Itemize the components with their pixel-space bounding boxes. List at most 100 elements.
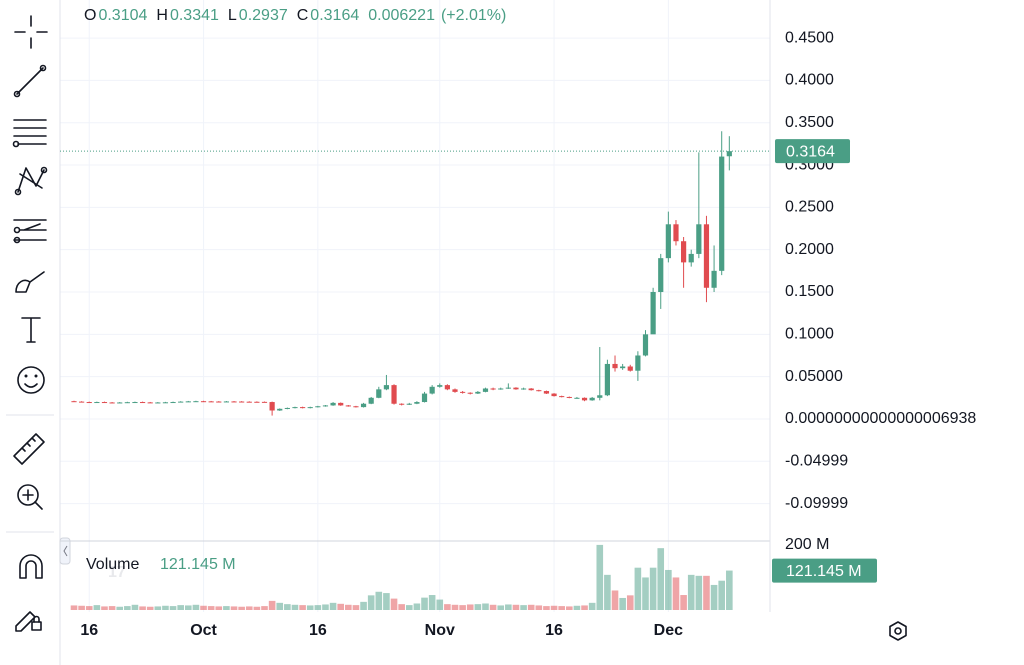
crosshair-tool[interactable]: [14, 15, 48, 49]
volume-bar: [428, 595, 436, 610]
candle-body: [452, 389, 458, 392]
volume-bar: [185, 605, 192, 610]
settings-icon[interactable]: [889, 621, 907, 641]
candle-body: [147, 402, 153, 404]
volume-bar: [459, 605, 466, 610]
candle-body: [612, 363, 618, 369]
ohlc-value: 0.3164: [310, 7, 359, 24]
volume-bar: [466, 604, 474, 610]
volume-bar: [619, 597, 626, 610]
candle-body: [79, 401, 85, 403]
candle-body: [315, 406, 321, 408]
volume-bar: [367, 595, 375, 610]
candle-body: [322, 405, 329, 407]
candle-body: [597, 395, 603, 398]
volume-bar: [657, 548, 665, 610]
volume-bar: [238, 606, 245, 610]
volume-bar: [124, 606, 131, 610]
y-tick-label: 0.2500: [785, 199, 834, 216]
candle-body: [200, 401, 207, 403]
y-tick-label: 0.1500: [785, 283, 834, 300]
volume-bar: [505, 604, 512, 610]
collapse-button[interactable]: [59, 537, 71, 565]
candle-body: [170, 402, 176, 404]
text-tool[interactable]: [21, 317, 41, 343]
x-tick-label: Dec: [654, 622, 683, 639]
volume-bar: [162, 605, 169, 610]
ohlc-letter: C: [297, 7, 309, 24]
candle-body: [231, 401, 237, 403]
candle-body: [650, 292, 656, 335]
candle-body: [658, 258, 664, 293]
volume-bar: [352, 605, 360, 610]
candle-body: [307, 407, 313, 409]
lock-draw-tool[interactable]: [15, 611, 42, 632]
candle-body: [414, 402, 420, 404]
ohlc-letter: O: [84, 7, 96, 24]
candle-body: [353, 406, 359, 408]
emoji-tool[interactable]: [17, 366, 45, 394]
volume-bar: [398, 604, 405, 610]
volume-bar: [634, 567, 642, 610]
volume-bar: [337, 603, 344, 610]
candle-body: [604, 363, 610, 396]
volume-bar: [223, 606, 230, 610]
volume-bar: [451, 604, 459, 610]
candle-body: [178, 401, 184, 403]
trend-line-tool[interactable]: [13, 64, 47, 98]
candle-body: [132, 402, 138, 404]
volume-bar: [527, 604, 535, 610]
magnet-tool[interactable]: [19, 554, 43, 579]
candle-body: [711, 270, 717, 288]
volume-bar: [444, 604, 451, 610]
candle-body: [345, 405, 351, 407]
candle-body: [498, 388, 504, 390]
candle-body: [719, 156, 725, 271]
fib-tool[interactable]: [12, 119, 47, 148]
volume-bar: [703, 575, 710, 610]
volume-bar: [581, 605, 588, 610]
volume-bar: [596, 544, 604, 610]
candle-body: [536, 390, 542, 392]
volume-current: 121.145 M: [160, 556, 236, 573]
ruler-tool[interactable]: [13, 433, 45, 465]
volume-bar: [200, 605, 207, 610]
change-value: 0.006221: [368, 7, 435, 24]
volume-bar: [383, 593, 390, 610]
volume-tick-label: 200 M: [785, 536, 829, 553]
volume-bar: [314, 605, 322, 610]
candle-body: [460, 391, 466, 393]
volume-bar: [215, 606, 223, 610]
candle-body: [71, 401, 77, 403]
volume-bar: [710, 584, 718, 610]
candle-body: [581, 397, 588, 401]
volume-bar: [177, 605, 184, 610]
candle-body: [185, 401, 191, 403]
watermark-logo: 17: [108, 564, 126, 581]
volume-bar: [101, 606, 108, 610]
candle-body: [726, 151, 732, 157]
forecast-tool[interactable]: [13, 219, 47, 244]
pattern-tool[interactable]: [14, 166, 48, 196]
candle-body: [681, 241, 687, 263]
volume-bar: [284, 604, 291, 610]
volume-bar: [245, 606, 253, 610]
brush-tool[interactable]: [15, 271, 45, 293]
volume-bar: [680, 595, 687, 610]
candle-body: [162, 402, 169, 404]
candle-body: [696, 224, 702, 254]
volume-bar: [520, 605, 527, 610]
volume-bar: [360, 601, 367, 610]
volume-bar: [649, 567, 657, 610]
volume-bar: [413, 603, 421, 610]
candle-body: [216, 401, 222, 403]
zoom-tool[interactable]: [17, 484, 43, 510]
candle-body: [277, 408, 283, 411]
toolbar: [6, 0, 61, 665]
volume-bar: [322, 604, 329, 610]
volume-bar: [268, 600, 276, 610]
volume-bar: [207, 606, 215, 610]
change-percent: (+2.01%): [441, 7, 506, 24]
volume-bar: [299, 605, 306, 610]
y-tick-label: 0.2000: [785, 241, 834, 258]
